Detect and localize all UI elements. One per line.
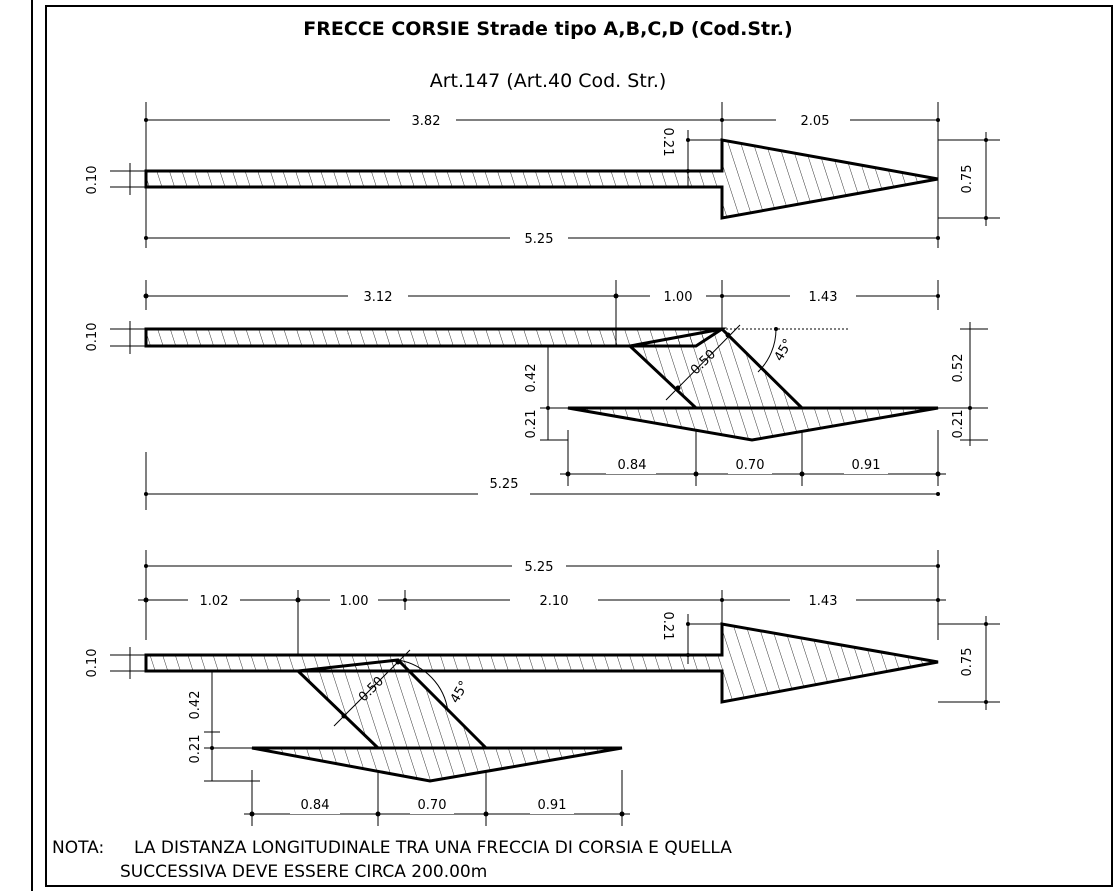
- arrow-2-tail-length: 1.43: [809, 290, 838, 305]
- arrow-2-head-middle: 0.70: [736, 458, 765, 473]
- arrow-3-total-length: 5.25: [525, 560, 554, 575]
- drawing-frame: [45, 5, 1113, 887]
- drawing-title: FRECCE CORSIE Strade tipo A,B,C,D (Cod.S…: [303, 18, 792, 40]
- arrow-1-head-length: 2.05: [801, 114, 830, 129]
- arrow-1-total-length: 5.25: [525, 232, 554, 247]
- arrow-2-diagonal: [626, 327, 806, 410]
- arrow-2-head-width-right: 0.52: [951, 354, 966, 383]
- arrow-3-head-length: 1.43: [809, 594, 838, 609]
- note-line-1: LA DISTANZA LONGITUDINALE TRA UNA FRECCI…: [134, 838, 732, 858]
- arrow-2-diag-run: 1.00: [664, 290, 693, 305]
- arrow-3-head-offset: 0.21: [660, 612, 675, 641]
- arrow-2-head-height-right: 0.21: [951, 410, 966, 439]
- note-line-2: SUCCESSIVA DEVE ESSERE CIRCA 200.00m: [120, 862, 487, 882]
- arrow-1-head-offset: 0.21: [660, 128, 675, 157]
- arrow-2-shaft-length: 3.12: [364, 290, 393, 305]
- arrow-2-total-length: 5.25: [490, 477, 519, 492]
- arrow-1-shaft-width: 0.10: [85, 166, 100, 195]
- arrow-2-lane-change: 3.12 1.00 1.43 0.10 0.50 45° 0.42 0.21 0…: [85, 280, 988, 510]
- arrow-3-head-left: 0.84: [301, 798, 330, 813]
- drawing-subtitle: Art.147 (Art.40 Cod. Str.): [430, 70, 667, 92]
- arrow-2-head-right: 0.91: [852, 458, 881, 473]
- arrow-3-start-offset: 1.02: [200, 594, 229, 609]
- arrow-1-straight: 3.82 2.05 0.21 0.10 0.75 5.25: [85, 102, 1000, 248]
- arrow-1-head-width: 0.75: [960, 165, 975, 194]
- arrow-3-straight-with-branch: 5.25 1.02 1.00 2.10 1.43 0.21 0.10 0.75 …: [85, 550, 1000, 826]
- arrow-3-head: [251, 746, 623, 783]
- arrow-3-head-middle: 0.70: [418, 798, 447, 813]
- arrow-1-shaft-length: 3.82: [412, 114, 441, 129]
- arrow-2-diag-drop: 0.42: [524, 364, 539, 393]
- arrow-3-angle: 45°: [448, 679, 473, 706]
- note-block: NOTA: LA DISTANZA LONGITUDINALE TRA UNA …: [52, 838, 732, 882]
- arrow-2-head-height-left: 0.21: [524, 410, 539, 439]
- arrow-3-main-shape: [144, 622, 939, 704]
- arrow-2-shaft-width: 0.10: [85, 323, 100, 352]
- arrow-3-diag-run: 1.00: [340, 594, 369, 609]
- note-label: NOTA:: [52, 838, 104, 858]
- arrow-2-head-left: 0.84: [618, 458, 647, 473]
- arrow-3-head-height: 0.21: [188, 735, 203, 764]
- arrow-3-head-width: 0.75: [960, 648, 975, 677]
- arrow-3-diag-drop: 0.42: [188, 691, 203, 720]
- arrow-2-head: [567, 406, 939, 442]
- arrow-1-shape: [144, 138, 939, 220]
- arrow-3-head-right: 0.91: [538, 798, 567, 813]
- arrow-3-shaft-width: 0.10: [85, 649, 100, 678]
- arrow-3-mid-length: 2.10: [540, 594, 569, 609]
